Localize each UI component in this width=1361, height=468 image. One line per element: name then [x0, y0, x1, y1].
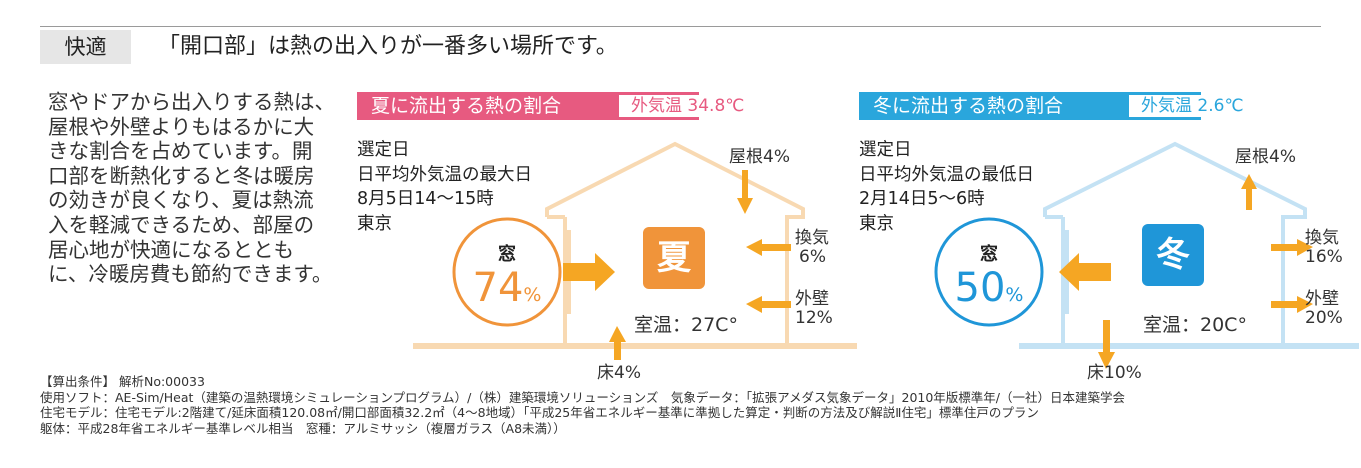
winter-season-badge: 冬	[1142, 224, 1204, 286]
summer-vent-label: 換気 6%	[795, 229, 829, 267]
note-line: 使用ソフト：AE-Sim/Heat（建築の温熱環境シミュレーションプログラム）/…	[40, 389, 1126, 405]
summer-info-line: 選定日	[357, 140, 410, 160]
summer-house-outline	[545, 141, 805, 344]
summer-wall-label: 外壁 12%	[795, 290, 833, 328]
intro-line: に、冷暖房費も節約できます。	[48, 262, 333, 287]
winter-window-value: 50	[954, 265, 1006, 311]
summer-floor-arrow	[609, 326, 626, 360]
winter-window-arrow	[1059, 253, 1111, 291]
summer-house-diagram	[413, 141, 857, 360]
winter-roof-label: 屋根4%	[1235, 147, 1296, 167]
summer-window-value: 74	[472, 265, 524, 311]
summer-vent-arrow	[746, 239, 791, 256]
summer-roof-arrow	[737, 170, 753, 214]
intro-line: 入を軽減できるため、部屋の	[48, 212, 315, 237]
winter-panel: 冬に流出する熱の割合 外気温 2.6℃ 選定日 日平均外気温の最低日 2月14日…	[859, 92, 1359, 392]
note-line: 住宅モデル：住宅モデル:2階建て/延床面積120.08㎡/開口部面積32.2㎡（…	[40, 405, 1039, 421]
intro-line: 屋根や外壁よりもはるかに大	[48, 114, 315, 139]
winter-window-circle	[934, 217, 1044, 327]
summer-info: 選定日 日平均外気温の最大日 8月5日14～15時 東京	[357, 138, 532, 236]
summer-info-line: 日平均外気温の最大日	[357, 164, 532, 185]
summer-outside-temp: 外気温 34.8℃	[619, 95, 757, 117]
winter-room-temp: 室温：20C°	[1143, 314, 1247, 336]
winter-vent-name: 換気	[1305, 228, 1339, 248]
summer-roof-label: 屋根4%	[729, 147, 790, 167]
summer-wall-arrow	[746, 296, 791, 313]
winter-info-line: 選定日	[859, 140, 912, 160]
winter-vent-value: 16%	[1305, 247, 1343, 267]
summer-window-percent: 74%	[457, 266, 557, 317]
winter-vent-label: 換気 16%	[1305, 229, 1343, 267]
summer-info-line: 東京	[357, 213, 392, 234]
winter-window-label: 窓	[980, 244, 998, 265]
note-line: 躯体：平成28年省エネルギー基準レベル相当 窓種：アルミサッシ（複層ガラス（A8…	[40, 420, 566, 436]
winter-house-outline	[1043, 141, 1307, 344]
winter-roof-arrow	[1241, 174, 1257, 210]
summer-title: 夏に流出する熱の割合	[371, 95, 562, 117]
winter-outside-temp: 外気温 2.6℃	[1129, 95, 1257, 117]
intro-text: 窓やドアから出入りする熱は、 屋根や外壁よりもはるかに大 きな割合を占めています…	[48, 90, 335, 287]
summer-info-line: 8月5日14～15時	[357, 189, 494, 209]
intro-line: 居心地が快適になるととも	[48, 237, 294, 262]
winter-wall-name: 外壁	[1305, 289, 1339, 309]
calculation-notes: 【算出条件】 解析No:00033 使用ソフト：AE-Sim/Heat（建築の温…	[40, 374, 1125, 436]
page-headline: 「開口部」は熱の出入りが一番多い場所です。	[158, 34, 618, 59]
summer-vent-value: 6%	[799, 247, 826, 267]
intro-line: きな割合を占めています。開	[48, 139, 313, 164]
winter-title: 冬に流出する熱の割合	[873, 95, 1064, 117]
top-divider	[40, 26, 1321, 27]
winter-window-percent-sign: %	[1005, 284, 1024, 306]
winter-info-line: 東京	[859, 213, 894, 234]
summer-vent-name: 換気	[795, 228, 829, 248]
summer-window-circle	[452, 217, 562, 327]
winter-house-diagram	[934, 141, 1359, 369]
summer-wall-value: 12%	[795, 308, 833, 328]
winter-floor-label: 床10%	[1087, 363, 1142, 383]
section-tag: 快適	[40, 30, 131, 64]
winter-vent-arrow	[1271, 239, 1313, 256]
winter-info-line: 日平均外気温の最低日	[859, 164, 1034, 185]
winter-floor-arrow	[1098, 320, 1115, 369]
summer-window-percent-sign: %	[523, 284, 542, 306]
summer-window-arrow	[563, 253, 615, 291]
intro-line: 窓やドアから出入りする熱は、	[48, 90, 335, 114]
winter-info: 選定日 日平均外気温の最低日 2月14日5～6時 東京	[859, 138, 1034, 236]
winter-info-line: 2月14日5～6時	[859, 189, 985, 209]
intro-line: の効きが良くなり、夏は熱流	[48, 188, 314, 213]
winter-window-percent: 50%	[939, 266, 1039, 317]
winter-wall-arrow	[1271, 296, 1313, 313]
summer-panel: 夏に流出する熱の割合 外気温 34.8℃ 選定日 日平均外気温の最大日 8月5日…	[357, 92, 857, 392]
note-line: 【算出条件】 解析No:00033	[40, 374, 205, 389]
intro-line: 口部を断熱化すると冬は暖房	[48, 163, 315, 188]
summer-wall-name: 外壁	[795, 289, 829, 309]
summer-room-temp: 室温：27C°	[634, 314, 738, 336]
summer-floor-label: 床4%	[597, 363, 641, 383]
winter-wall-value: 20%	[1305, 308, 1343, 328]
winter-wall-label: 外壁 20%	[1305, 290, 1343, 328]
summer-season-badge: 夏	[643, 227, 705, 289]
summer-window-label: 窓	[498, 244, 516, 265]
